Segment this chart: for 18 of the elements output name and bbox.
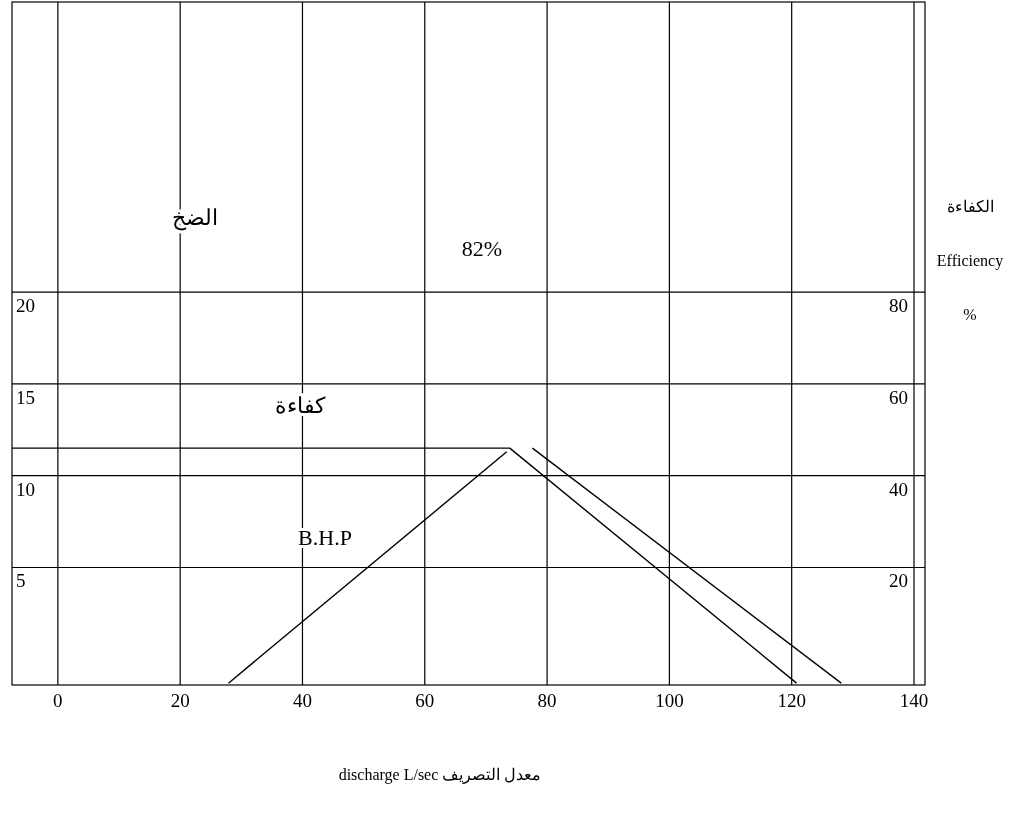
y-tick-label: 5 (16, 570, 26, 592)
y2-tick-label: 60 (888, 386, 908, 408)
x-tick-label: 0 (53, 690, 63, 711)
x-tick-label: 80 (537, 690, 557, 711)
y-tick-label: 15 (16, 386, 35, 408)
x-tick-label: 60 (415, 690, 435, 711)
y2-tick-label: 80 (888, 295, 908, 317)
x-tick-label: 40 (292, 690, 312, 711)
y2-tick-label: 40 (888, 478, 908, 500)
x-tick-label: 120 (777, 690, 806, 711)
x-tick-label: 100 (655, 690, 684, 711)
y2-tick-label: 20 (888, 570, 908, 592)
y-tick-label: 20 (16, 295, 35, 317)
y-tick-label: 10 (16, 478, 35, 500)
x-axis-title: discharge L/sec معدل التصريف (338, 766, 542, 784)
annotation: 82% (461, 236, 503, 261)
x-tick-label: 140 (899, 690, 929, 711)
x-tick-label: 20 (170, 690, 190, 711)
